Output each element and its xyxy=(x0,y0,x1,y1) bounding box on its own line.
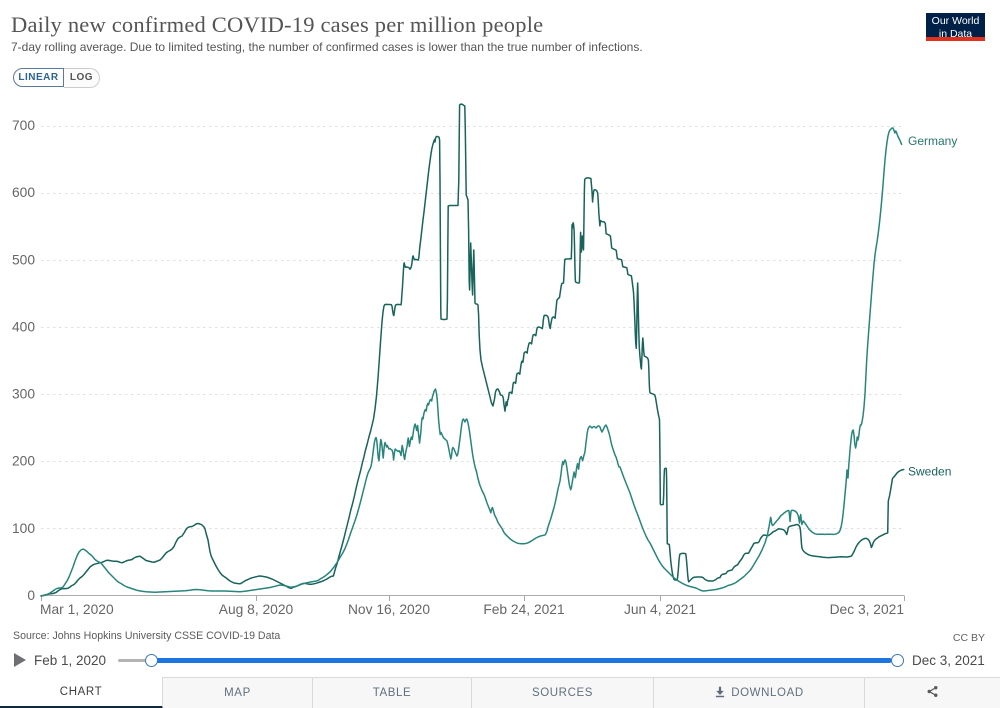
svg-text:Feb 24, 2021: Feb 24, 2021 xyxy=(483,602,564,617)
svg-text:Mar 1, 2020: Mar 1, 2020 xyxy=(40,602,114,617)
svg-text:400: 400 xyxy=(12,319,35,334)
svg-text:Dec 3, 2021: Dec 3, 2021 xyxy=(830,602,904,617)
svg-text:100: 100 xyxy=(12,521,35,536)
svg-text:Germany: Germany xyxy=(908,134,957,148)
svg-text:600: 600 xyxy=(12,185,35,200)
svg-text:Aug 8, 2020: Aug 8, 2020 xyxy=(219,602,294,617)
svg-text:0: 0 xyxy=(27,588,35,603)
svg-text:300: 300 xyxy=(12,387,35,402)
svg-text:Jun 4, 2021: Jun 4, 2021 xyxy=(624,602,696,617)
svg-text:700: 700 xyxy=(12,118,35,133)
svg-text:200: 200 xyxy=(12,454,35,469)
svg-text:Nov 16, 2020: Nov 16, 2020 xyxy=(348,602,430,617)
svg-text:Sweden: Sweden xyxy=(908,465,951,479)
svg-text:500: 500 xyxy=(12,252,35,267)
